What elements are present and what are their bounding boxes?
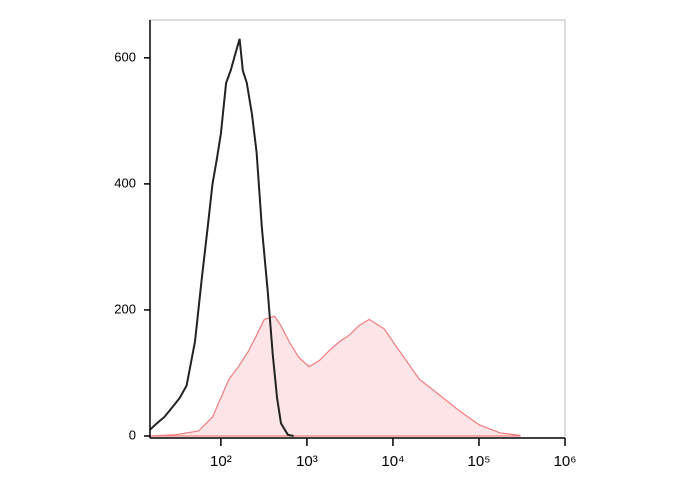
- y-tick-label: 200: [114, 301, 136, 316]
- histogram-area: [149, 315, 521, 437]
- x-tick-label: 10⁵: [468, 453, 491, 470]
- y-tick-label: 600: [114, 49, 136, 64]
- x-tick-label: 10⁶: [554, 453, 577, 470]
- y-tick-label: 0: [129, 427, 136, 442]
- x-tick-label: 10³: [296, 453, 318, 470]
- x-tick-label: 10²: [210, 453, 232, 470]
- y-tick-label: 400: [114, 175, 136, 190]
- histogram-line: [149, 38, 294, 437]
- x-tick-label: 10⁴: [381, 453, 404, 470]
